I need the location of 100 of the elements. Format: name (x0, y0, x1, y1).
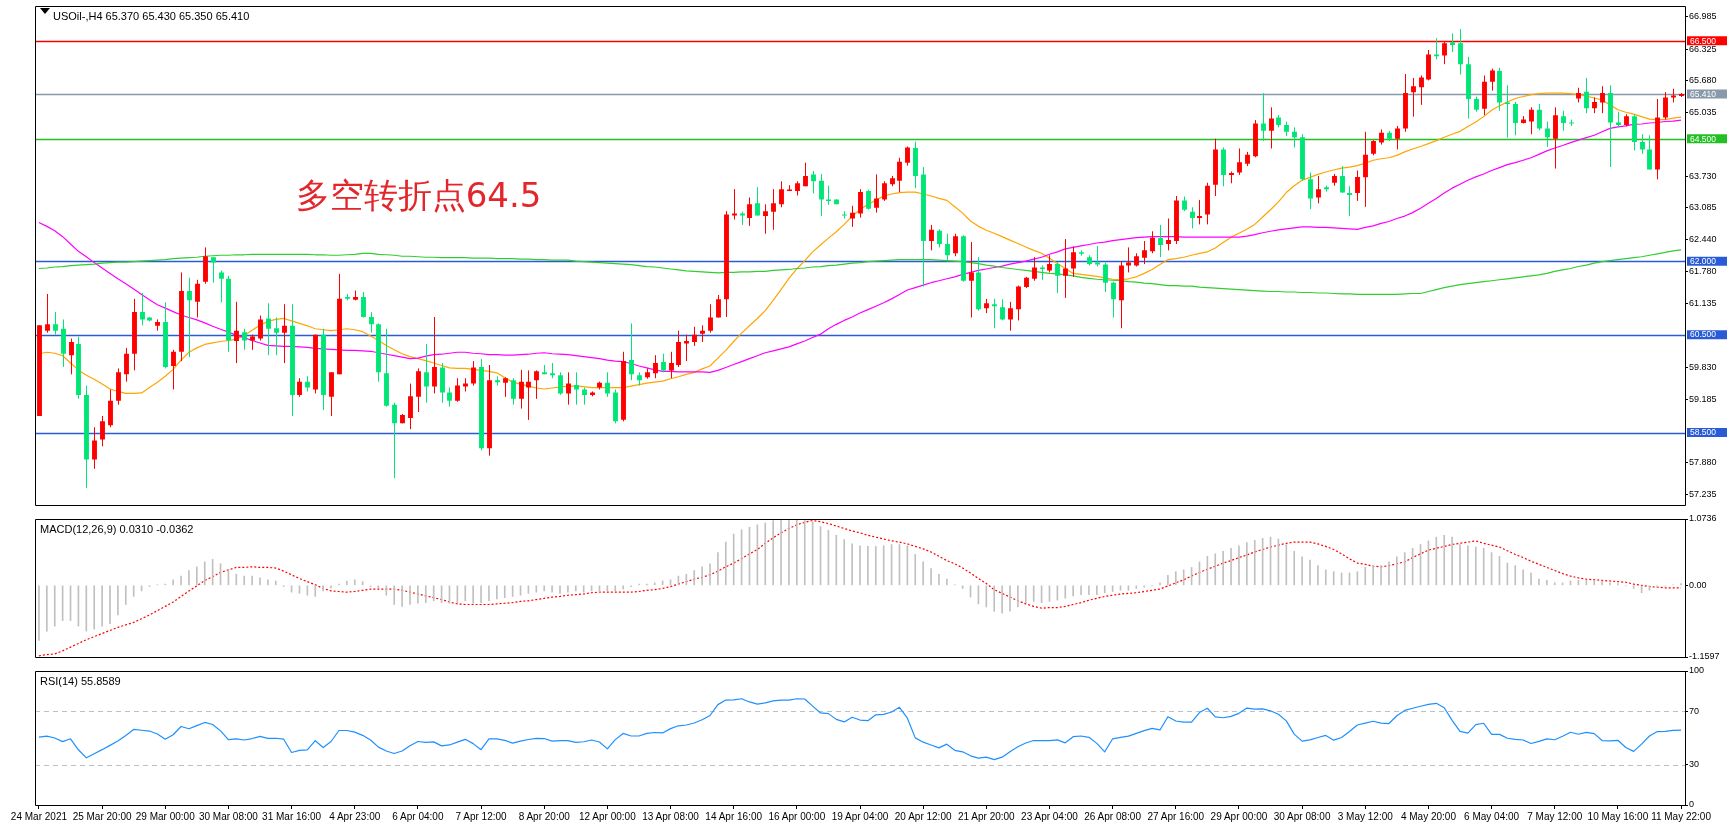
chart-title: USOil-,H4 65.370 65.430 65.350 65.410 (53, 10, 250, 23)
y-tick-label: 63.085 (1689, 202, 1717, 213)
candlestick (1434, 37, 1439, 60)
candlestick (211, 256, 216, 284)
candlestick (1055, 262, 1060, 294)
candlestick (534, 369, 539, 400)
candlestick (187, 277, 192, 358)
annotation: 多空转折点64.5 (295, 175, 542, 216)
candlestick (219, 269, 224, 303)
candlestick (69, 338, 74, 375)
candlestick (171, 349, 176, 390)
x-tick-label: 30 Mar 08:00 (198, 810, 259, 822)
x-tick-label: 7 Apr 12:00 (455, 810, 508, 822)
ref-line-label: 66.500 (1690, 35, 1717, 46)
x-tick-label: 12 Apr 00:00 (579, 810, 637, 822)
candlestick (629, 322, 634, 381)
candlestick (1158, 224, 1163, 258)
candlestick (826, 185, 831, 206)
x-tick-label: 6 May 04:00 (1464, 810, 1520, 822)
candlestick (1197, 199, 1202, 225)
candlestick (1166, 218, 1171, 251)
candlestick (1190, 206, 1195, 229)
candlestick (1450, 32, 1455, 53)
candlestick (945, 233, 950, 262)
x-tick-label: 4 Apr 23:00 (329, 810, 381, 822)
x-tick-label: 31 Mar 16:00 (262, 810, 322, 822)
candlestick (1513, 101, 1518, 136)
candlestick (1103, 262, 1108, 293)
candlestick (747, 196, 752, 227)
candlestick (1363, 131, 1368, 208)
candlestick (1411, 77, 1416, 118)
x-tick-label: 23 Apr 04:00 (1021, 810, 1079, 822)
candlestick (708, 303, 713, 334)
candlestick (1150, 230, 1155, 254)
candlestick (140, 292, 145, 326)
candlestick (53, 311, 58, 336)
candlestick (1032, 256, 1037, 282)
candlestick (511, 377, 516, 406)
candlestick (1008, 301, 1013, 332)
candlestick (424, 343, 429, 404)
candlestick (1545, 121, 1550, 148)
y-tick-label: 61.780 (1689, 266, 1717, 277)
ref-line-label: 58.500 (1690, 427, 1717, 438)
x-tick-label: 4 May 20:00 (1400, 810, 1457, 822)
candlestick (408, 383, 413, 430)
x-tick-label: 26 Apr 08:00 (1084, 810, 1142, 822)
candlestick (897, 157, 902, 193)
candlestick (605, 371, 610, 398)
y-tick-label: 65.035 (1689, 106, 1717, 117)
candlestick (1584, 77, 1589, 114)
x-tick-label: 27 Apr 16:00 (1147, 810, 1205, 822)
candlestick (819, 173, 824, 217)
candlestick (1640, 133, 1645, 155)
candlestick (929, 224, 934, 251)
x-tick-label: 11 May 22:00 (1651, 810, 1712, 822)
y-tick-label: 100 (1689, 665, 1705, 676)
x-tick-label: 6 Apr 04:00 (392, 810, 444, 822)
y-tick-label: 62.440 (1689, 234, 1717, 245)
ref-line-label: 62.000 (1690, 255, 1717, 266)
candlestick (471, 360, 476, 387)
y-tick-label: 0 (1689, 799, 1695, 810)
candlestick (1016, 285, 1021, 321)
line-series (38, 519, 1682, 657)
candlestick (258, 315, 263, 342)
x-tick-label: 24 Mar 2021 (10, 810, 68, 822)
candlestick (1237, 147, 1242, 176)
candlestick (503, 376, 508, 398)
chart-title: MACD(12,26,9) 0.0310 -0.0362 (40, 523, 194, 536)
x-tick-label: 19 Apr 04:00 (831, 810, 889, 822)
candlestick (692, 326, 697, 347)
candlestick (566, 371, 571, 406)
candlestick (953, 233, 958, 257)
candlestick (124, 347, 129, 383)
candlestick (526, 369, 531, 421)
candlestick (274, 316, 279, 356)
candlestick (432, 316, 437, 394)
candlestick (866, 189, 871, 211)
x-tick-label: 8 Apr 20:00 (518, 810, 571, 822)
candlestick (1142, 240, 1147, 265)
candlestick (266, 302, 271, 356)
candlestick (732, 188, 737, 220)
candlestick (1071, 245, 1076, 278)
candlestick (755, 186, 760, 217)
candlestick (874, 173, 879, 214)
candlestick (447, 387, 452, 408)
candlestick (992, 298, 997, 329)
y-tick-label: 57.880 (1689, 457, 1717, 468)
candlestick (842, 210, 847, 220)
y-tick-label: 1.0736 (1689, 513, 1717, 524)
candlestick (1000, 298, 1005, 321)
ref-line-label: 65.410 (1690, 88, 1717, 99)
x-tick-label: 14 Apr 16:00 (705, 810, 763, 822)
candlestick (1340, 165, 1345, 194)
candlestick (1126, 246, 1131, 273)
x-tick-label: 16 Apr 00:00 (768, 810, 826, 822)
candlestick (1419, 74, 1424, 106)
candlestick (1505, 84, 1510, 139)
x-tick-label: 7 May 12:00 (1527, 810, 1583, 822)
candlestick (100, 415, 105, 447)
candlestick (763, 203, 768, 235)
